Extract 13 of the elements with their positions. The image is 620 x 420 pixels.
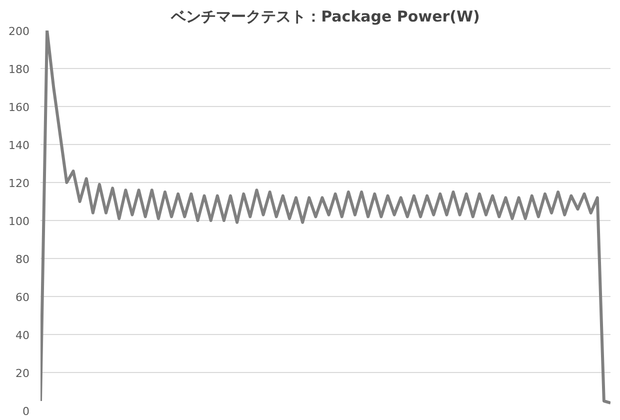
y-tick-label: 40 bbox=[16, 329, 30, 342]
y-tick-label: 180 bbox=[8, 63, 30, 76]
y-tick-label: 140 bbox=[8, 139, 30, 152]
y-tick-label: 60 bbox=[16, 291, 30, 304]
y-tick-label: 20 bbox=[16, 367, 30, 380]
line-series bbox=[40, 30, 610, 404]
y-tick-label: 160 bbox=[8, 101, 30, 114]
y-tick-label: 0 bbox=[22, 405, 30, 418]
chart-title: ベンチマークテスト：Package Power(W) bbox=[170, 8, 480, 26]
y-tick-label: 200 bbox=[8, 25, 30, 38]
y-tick-label: 80 bbox=[16, 253, 30, 266]
y-tick-label: 100 bbox=[8, 215, 30, 228]
y-tick-label: 120 bbox=[8, 177, 30, 190]
